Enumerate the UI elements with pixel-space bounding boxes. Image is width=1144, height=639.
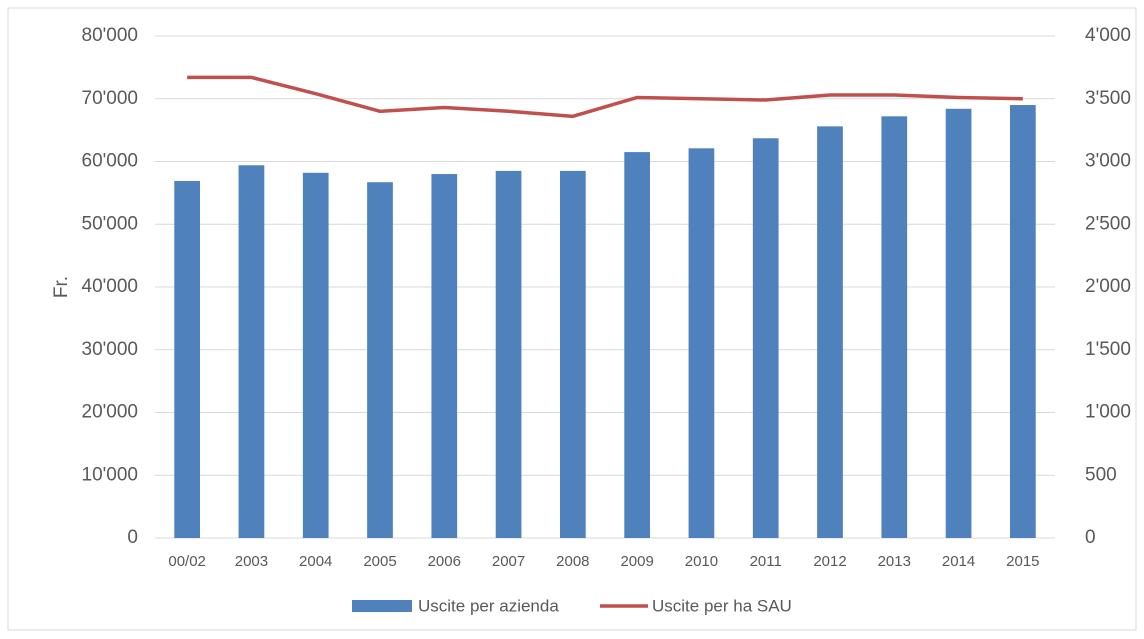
y2-tick-label: 3'000 (1085, 151, 1131, 172)
x-tick-label: 2005 (363, 553, 396, 570)
bar (688, 148, 715, 538)
y-tick-label: 0 (127, 527, 138, 548)
y2-tick-label: 3'500 (1085, 88, 1131, 109)
y2-tick-label: 4'000 (1085, 25, 1131, 46)
bar (945, 108, 972, 538)
x-tick-label: 2015 (1006, 553, 1039, 570)
y2-tick-label: 2'500 (1085, 213, 1131, 234)
line (187, 75, 1023, 119)
legend-label: Uscite per azienda (418, 596, 559, 615)
x-tick-label: 2003 (235, 553, 268, 570)
x-tick-label: 2009 (620, 553, 653, 570)
x-tick-label: 2011 (750, 553, 782, 570)
bar (367, 182, 393, 538)
x-tick-label: 00/02 (168, 553, 206, 570)
x-tick-label: 2010 (685, 553, 718, 570)
y-tick-label: 50'000 (82, 213, 138, 234)
y-axis-title: Fr. (51, 276, 72, 298)
y-tick-label: 40'000 (82, 276, 138, 297)
y2-tick-label: 1'500 (1085, 339, 1131, 360)
y-tick-label: 30'000 (82, 339, 138, 360)
y-tick-label: 20'000 (82, 402, 138, 423)
y-tick-label: 10'000 (82, 464, 138, 485)
y-tick-label: 80'000 (82, 25, 138, 46)
bar (624, 152, 650, 538)
bar (302, 172, 329, 539)
y2-tick-label: 0 (1085, 527, 1096, 548)
y-tick-label: 60'000 (82, 151, 138, 172)
x-tick-label: 2013 (878, 553, 911, 570)
x-tick-label: 2006 (428, 553, 461, 570)
y-tick-label: 70'000 (82, 88, 138, 109)
x-tick-label: 2008 (556, 553, 589, 570)
bar (817, 126, 843, 539)
x-tick-label: 2004 (299, 553, 332, 570)
bar (881, 116, 908, 538)
bar (1010, 105, 1036, 539)
bar (752, 138, 779, 538)
y2-tick-label: 1'000 (1085, 402, 1131, 423)
y2-tick-label: 2'000 (1085, 276, 1131, 297)
legend-label: Uscite per ha SAU (652, 596, 792, 615)
bar (560, 170, 586, 538)
x-tick-label: 2014 (942, 553, 975, 570)
y2-tick-label: 500 (1085, 464, 1117, 485)
x-tick-label: 2007 (492, 553, 525, 570)
x-tick-label: 2012 (813, 553, 846, 570)
bar (495, 170, 522, 538)
legend-swatch (352, 600, 412, 612)
bar (174, 180, 200, 538)
bar (431, 174, 458, 539)
bar (238, 165, 265, 538)
